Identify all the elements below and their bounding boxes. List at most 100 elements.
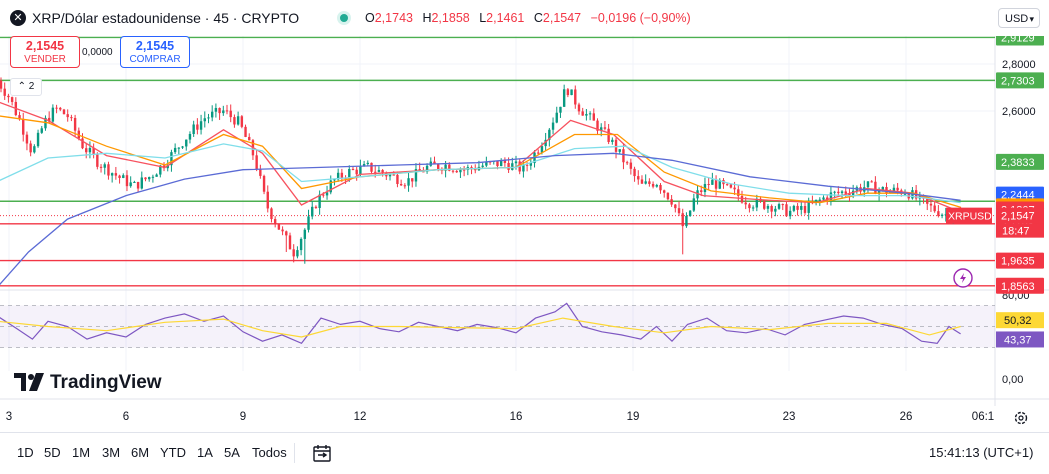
candle-body	[633, 168, 636, 177]
candle-body	[299, 238, 303, 251]
candle-body	[329, 180, 332, 193]
currency-select[interactable]: USD ▾	[998, 8, 1040, 28]
candle-body	[874, 181, 877, 194]
candle-body	[281, 229, 284, 232]
candle-body	[551, 122, 555, 130]
range-todos[interactable]: Todos	[252, 445, 287, 460]
candle-body	[522, 164, 525, 172]
candle-body	[818, 199, 822, 201]
gear-icon[interactable]	[1014, 411, 1028, 425]
candle-body	[22, 119, 25, 135]
level-badge-4-bg	[996, 252, 1044, 269]
candle-body	[133, 181, 136, 183]
symbol-tag-bg	[946, 207, 992, 224]
x-tick-label: 16	[510, 411, 523, 423]
toolbar-divider	[294, 443, 295, 463]
range-5a[interactable]: 5A	[224, 445, 240, 460]
candle-body	[151, 176, 155, 178]
candle-body	[96, 154, 99, 167]
candle-body	[444, 164, 447, 171]
level-badge-4: 1,9635	[1001, 256, 1035, 268]
symbol-title[interactable]: XRP/Dólar estadounidense · 45 · CRYPTO	[32, 10, 300, 26]
candle-body	[611, 139, 614, 142]
sell-button[interactable]: 2,1545 VENDER	[10, 36, 80, 68]
candle-body	[496, 160, 499, 167]
candle-body	[218, 107, 221, 114]
candle-body	[166, 165, 169, 169]
candle-body	[837, 191, 840, 194]
candle-body	[733, 187, 736, 190]
candle-body	[173, 147, 177, 153]
candle-body	[725, 184, 729, 186]
candle-body	[148, 177, 151, 180]
calendar-range-icon[interactable]	[312, 443, 332, 466]
range-3m[interactable]: 3M	[102, 445, 121, 460]
candle-body	[222, 110, 225, 114]
candle-body	[73, 117, 77, 131]
countdown-bg	[996, 223, 1044, 238]
range-1d[interactable]: 1D	[17, 445, 34, 460]
range-ytd[interactable]: YTD	[160, 445, 186, 460]
open-key: O	[365, 11, 375, 25]
price-chart[interactable]: 2,80002,600080,000,002,91292,73032,21602…	[0, 36, 1049, 432]
candle-body	[81, 138, 84, 149]
candle-body	[937, 211, 940, 216]
buy-price: 2,1545	[135, 39, 175, 53]
candle-body	[88, 147, 92, 153]
buy-button[interactable]: 2,1545 COMPRAR	[120, 36, 190, 68]
candle-body	[259, 168, 262, 176]
candle-body	[537, 152, 540, 154]
range-1a[interactable]: 1A	[197, 445, 213, 460]
candle-body	[374, 171, 377, 173]
candle-body	[47, 117, 51, 122]
level-badge-0: 2,9129	[1001, 36, 1035, 44]
candle-body	[285, 231, 288, 236]
change-value: −0,0196 (−0,90%)	[590, 11, 691, 25]
candle-body	[748, 204, 751, 209]
clock-timezone[interactable]: 15:41:13 (UTC+1)	[929, 445, 1034, 460]
rsi-line	[0, 302, 961, 345]
candle-body	[0, 80, 3, 89]
candle-body	[273, 219, 277, 224]
candle-body	[792, 205, 796, 211]
candle-body	[637, 176, 640, 180]
candle-body	[355, 169, 358, 175]
level-badge-1: 2,7303	[1001, 75, 1035, 87]
lightning-icon[interactable]	[953, 268, 973, 288]
candle-body	[670, 199, 673, 205]
candle-body	[896, 187, 899, 191]
candle-body	[729, 184, 733, 188]
candle-body	[303, 229, 307, 239]
tradingview-logo[interactable]: TradingView	[14, 372, 162, 397]
countdown-label: 18:47	[1002, 226, 1030, 238]
candle-body	[499, 160, 503, 167]
candle-body	[570, 89, 573, 96]
candle-body	[688, 210, 692, 217]
candle-body	[566, 89, 570, 96]
candle-body	[766, 206, 770, 209]
candle-body	[322, 194, 325, 196]
range-6m[interactable]: 6M	[131, 445, 150, 460]
candle-body	[770, 206, 773, 212]
candle-body	[366, 162, 369, 165]
candle-body	[459, 169, 462, 173]
candle-body	[277, 223, 281, 230]
candle-body	[711, 179, 714, 185]
candle-body	[740, 195, 744, 203]
range-1m[interactable]: 1M	[72, 445, 91, 460]
candle-body	[844, 191, 847, 194]
candle-body	[136, 181, 140, 189]
indicators-collapse-button[interactable]: ⌃ 2	[10, 78, 42, 96]
ohlc-readout: O2,1743 H2,1858 L2,1461 C2,1547 −0,0196 …	[365, 11, 697, 25]
range-5d[interactable]: 5D	[44, 445, 61, 460]
candle-body	[225, 110, 229, 112]
candle-body	[340, 172, 344, 178]
candle-body	[663, 190, 666, 193]
market-status-icon[interactable]	[340, 14, 348, 22]
candle-body	[207, 117, 210, 119]
candle-body	[248, 136, 251, 141]
x-tick-label: 06:1	[972, 411, 994, 423]
level-badge-1-bg	[996, 72, 1044, 89]
candle-body	[718, 180, 721, 189]
candle-body	[425, 165, 429, 172]
